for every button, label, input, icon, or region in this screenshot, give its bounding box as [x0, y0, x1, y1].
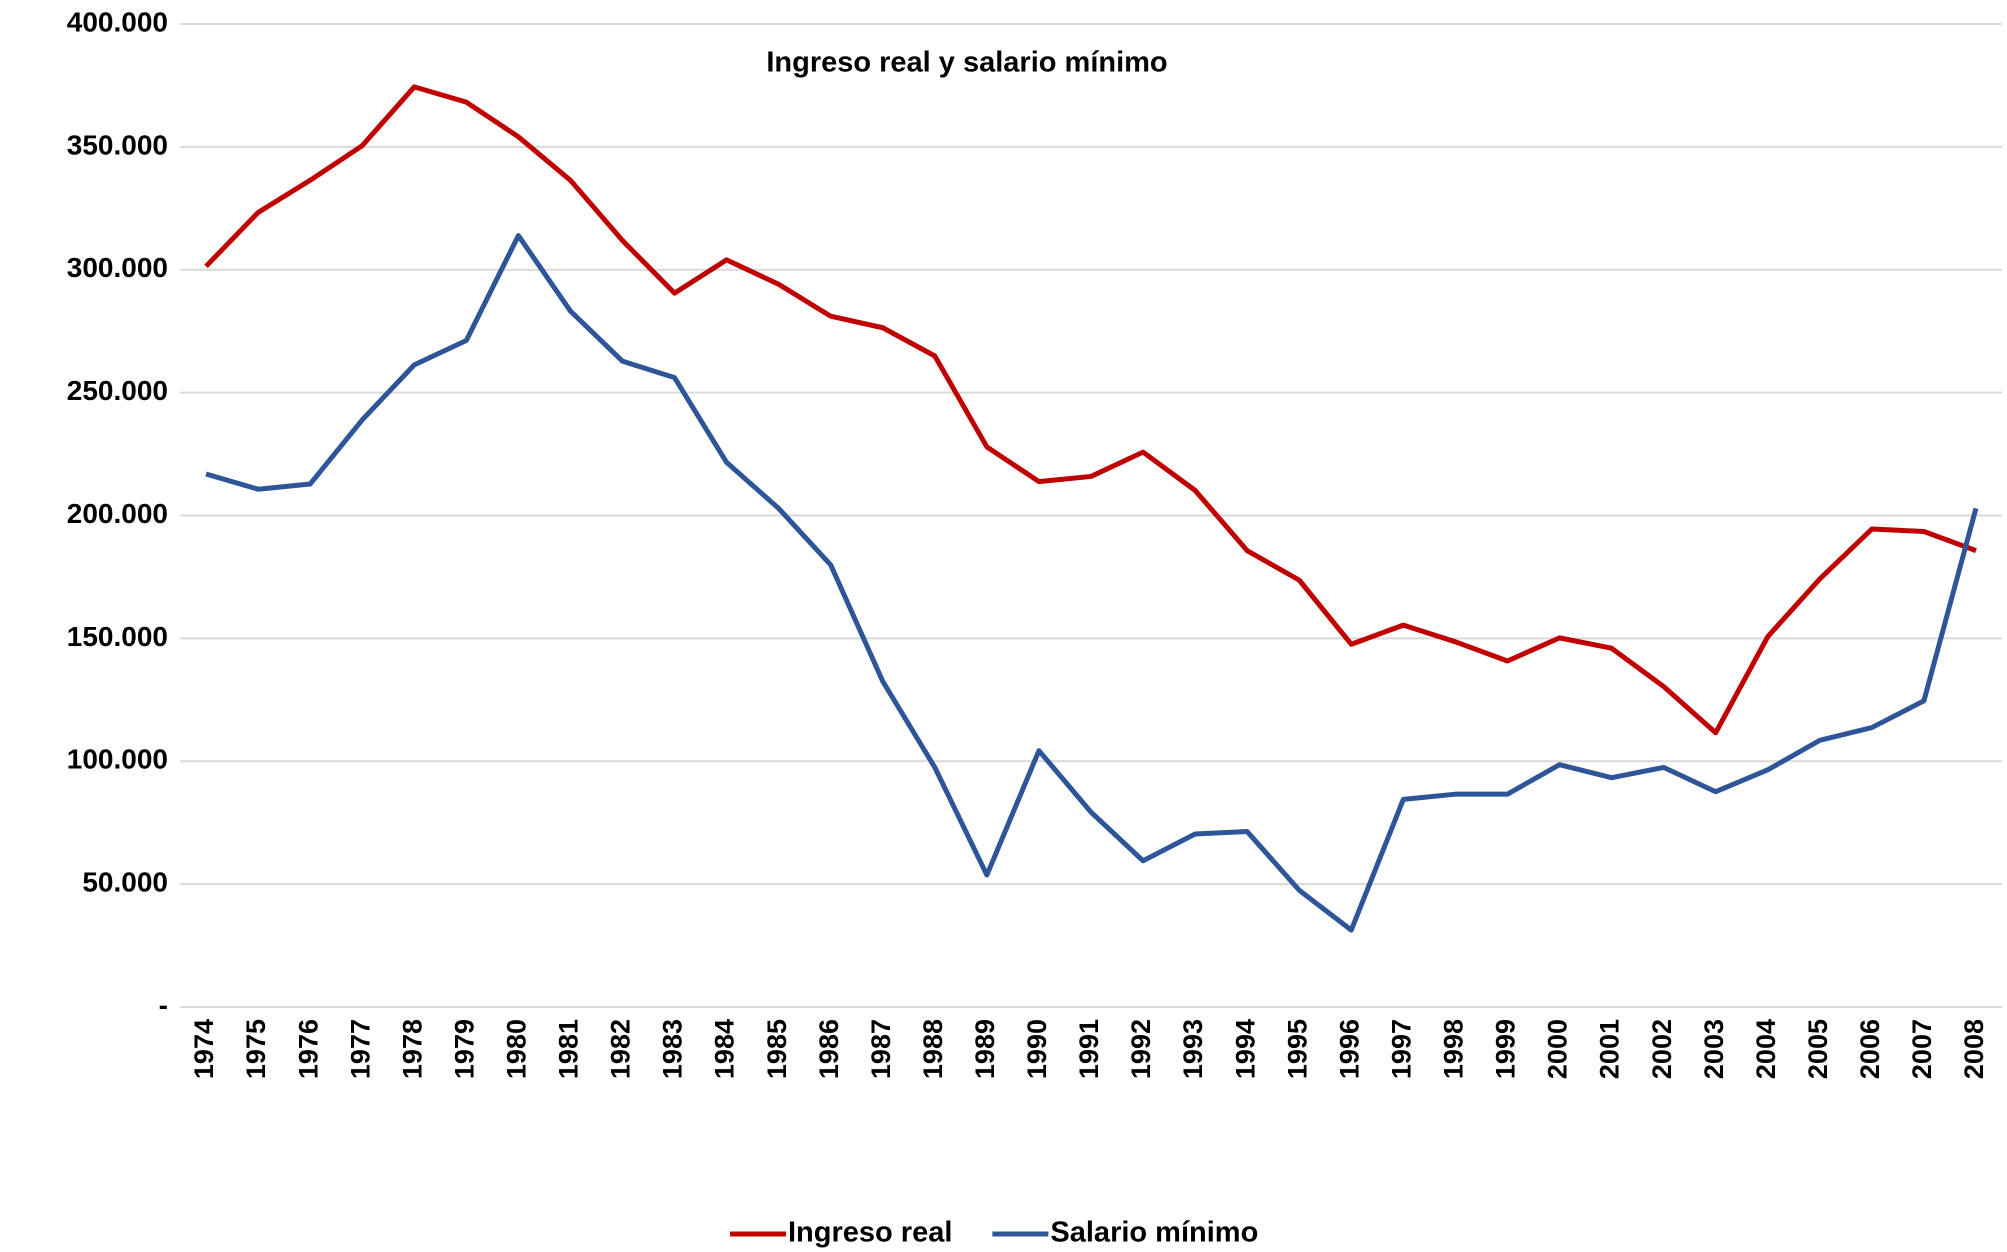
- x-tick-label: 2005: [1803, 1019, 1833, 1079]
- x-tick-label: 2001: [1595, 1019, 1625, 1079]
- x-tick-label: 2006: [1855, 1019, 1885, 1079]
- x-tick-label: 2002: [1647, 1019, 1677, 1079]
- x-tick-label: 1977: [345, 1019, 375, 1079]
- x-tick-label: 1986: [814, 1019, 844, 1079]
- x-tick-label: 1985: [762, 1019, 792, 1079]
- x-tick-label: 1974: [189, 1019, 219, 1079]
- x-tick-label: 1984: [710, 1019, 740, 1079]
- series-line: [204, 84, 1977, 736]
- x-tick-label: 2000: [1543, 1019, 1573, 1079]
- x-tick-label: 2004: [1751, 1019, 1781, 1079]
- x-tick-label: 2003: [1699, 1019, 1729, 1079]
- x-tick-label: 1998: [1439, 1019, 1469, 1079]
- y-tick-label: 350.000: [67, 129, 168, 160]
- y-tick-label: 400.000: [67, 6, 168, 37]
- x-tick-label: 1994: [1230, 1019, 1260, 1079]
- x-tick-label: 1980: [501, 1019, 531, 1079]
- legend-label: Salario mínimo: [1050, 1217, 1258, 1249]
- x-tick-label: 2007: [1907, 1019, 1937, 1079]
- x-tick-label: 1981: [554, 1019, 584, 1079]
- y-tick-label: 250.000: [67, 375, 168, 406]
- x-tick-label: 1996: [1334, 1019, 1364, 1079]
- x-tick-label: 1991: [1074, 1019, 1104, 1079]
- x-tick-label: 1987: [866, 1019, 896, 1079]
- x-tick-label: 1979: [449, 1019, 479, 1079]
- y-tick-label: 200.000: [67, 498, 168, 529]
- x-tick-label: 1990: [1022, 1019, 1052, 1079]
- y-tick-label: 50.000: [82, 867, 168, 898]
- x-tick-label: 1983: [658, 1019, 688, 1079]
- y-tick-label: 300.000: [67, 252, 168, 283]
- y-tick-label: 100.000: [67, 744, 168, 775]
- x-tick-label: 1993: [1178, 1019, 1208, 1079]
- x-tick-label: 2008: [1959, 1019, 1989, 1079]
- x-tick-label: 1995: [1282, 1019, 1312, 1079]
- x-tick-label: 1999: [1491, 1019, 1521, 1079]
- legend-label: Ingreso real: [788, 1217, 952, 1249]
- x-tick-label: 1997: [1386, 1019, 1416, 1079]
- series-line: [205, 233, 1979, 933]
- x-tick-label: 1989: [970, 1019, 1000, 1079]
- y-tick-label: 150.000: [67, 621, 168, 652]
- chart-title: Ingreso real y salario mínimo: [766, 47, 1167, 79]
- x-tick-label: 1988: [918, 1019, 948, 1079]
- y-tick-label: -: [159, 989, 168, 1020]
- x-tick-label: 1992: [1126, 1019, 1156, 1079]
- x-tick-label: 1976: [293, 1019, 323, 1079]
- x-tick-label: 1978: [397, 1019, 427, 1079]
- x-tick-label: 1982: [606, 1019, 636, 1079]
- x-tick-label: 1975: [241, 1019, 271, 1079]
